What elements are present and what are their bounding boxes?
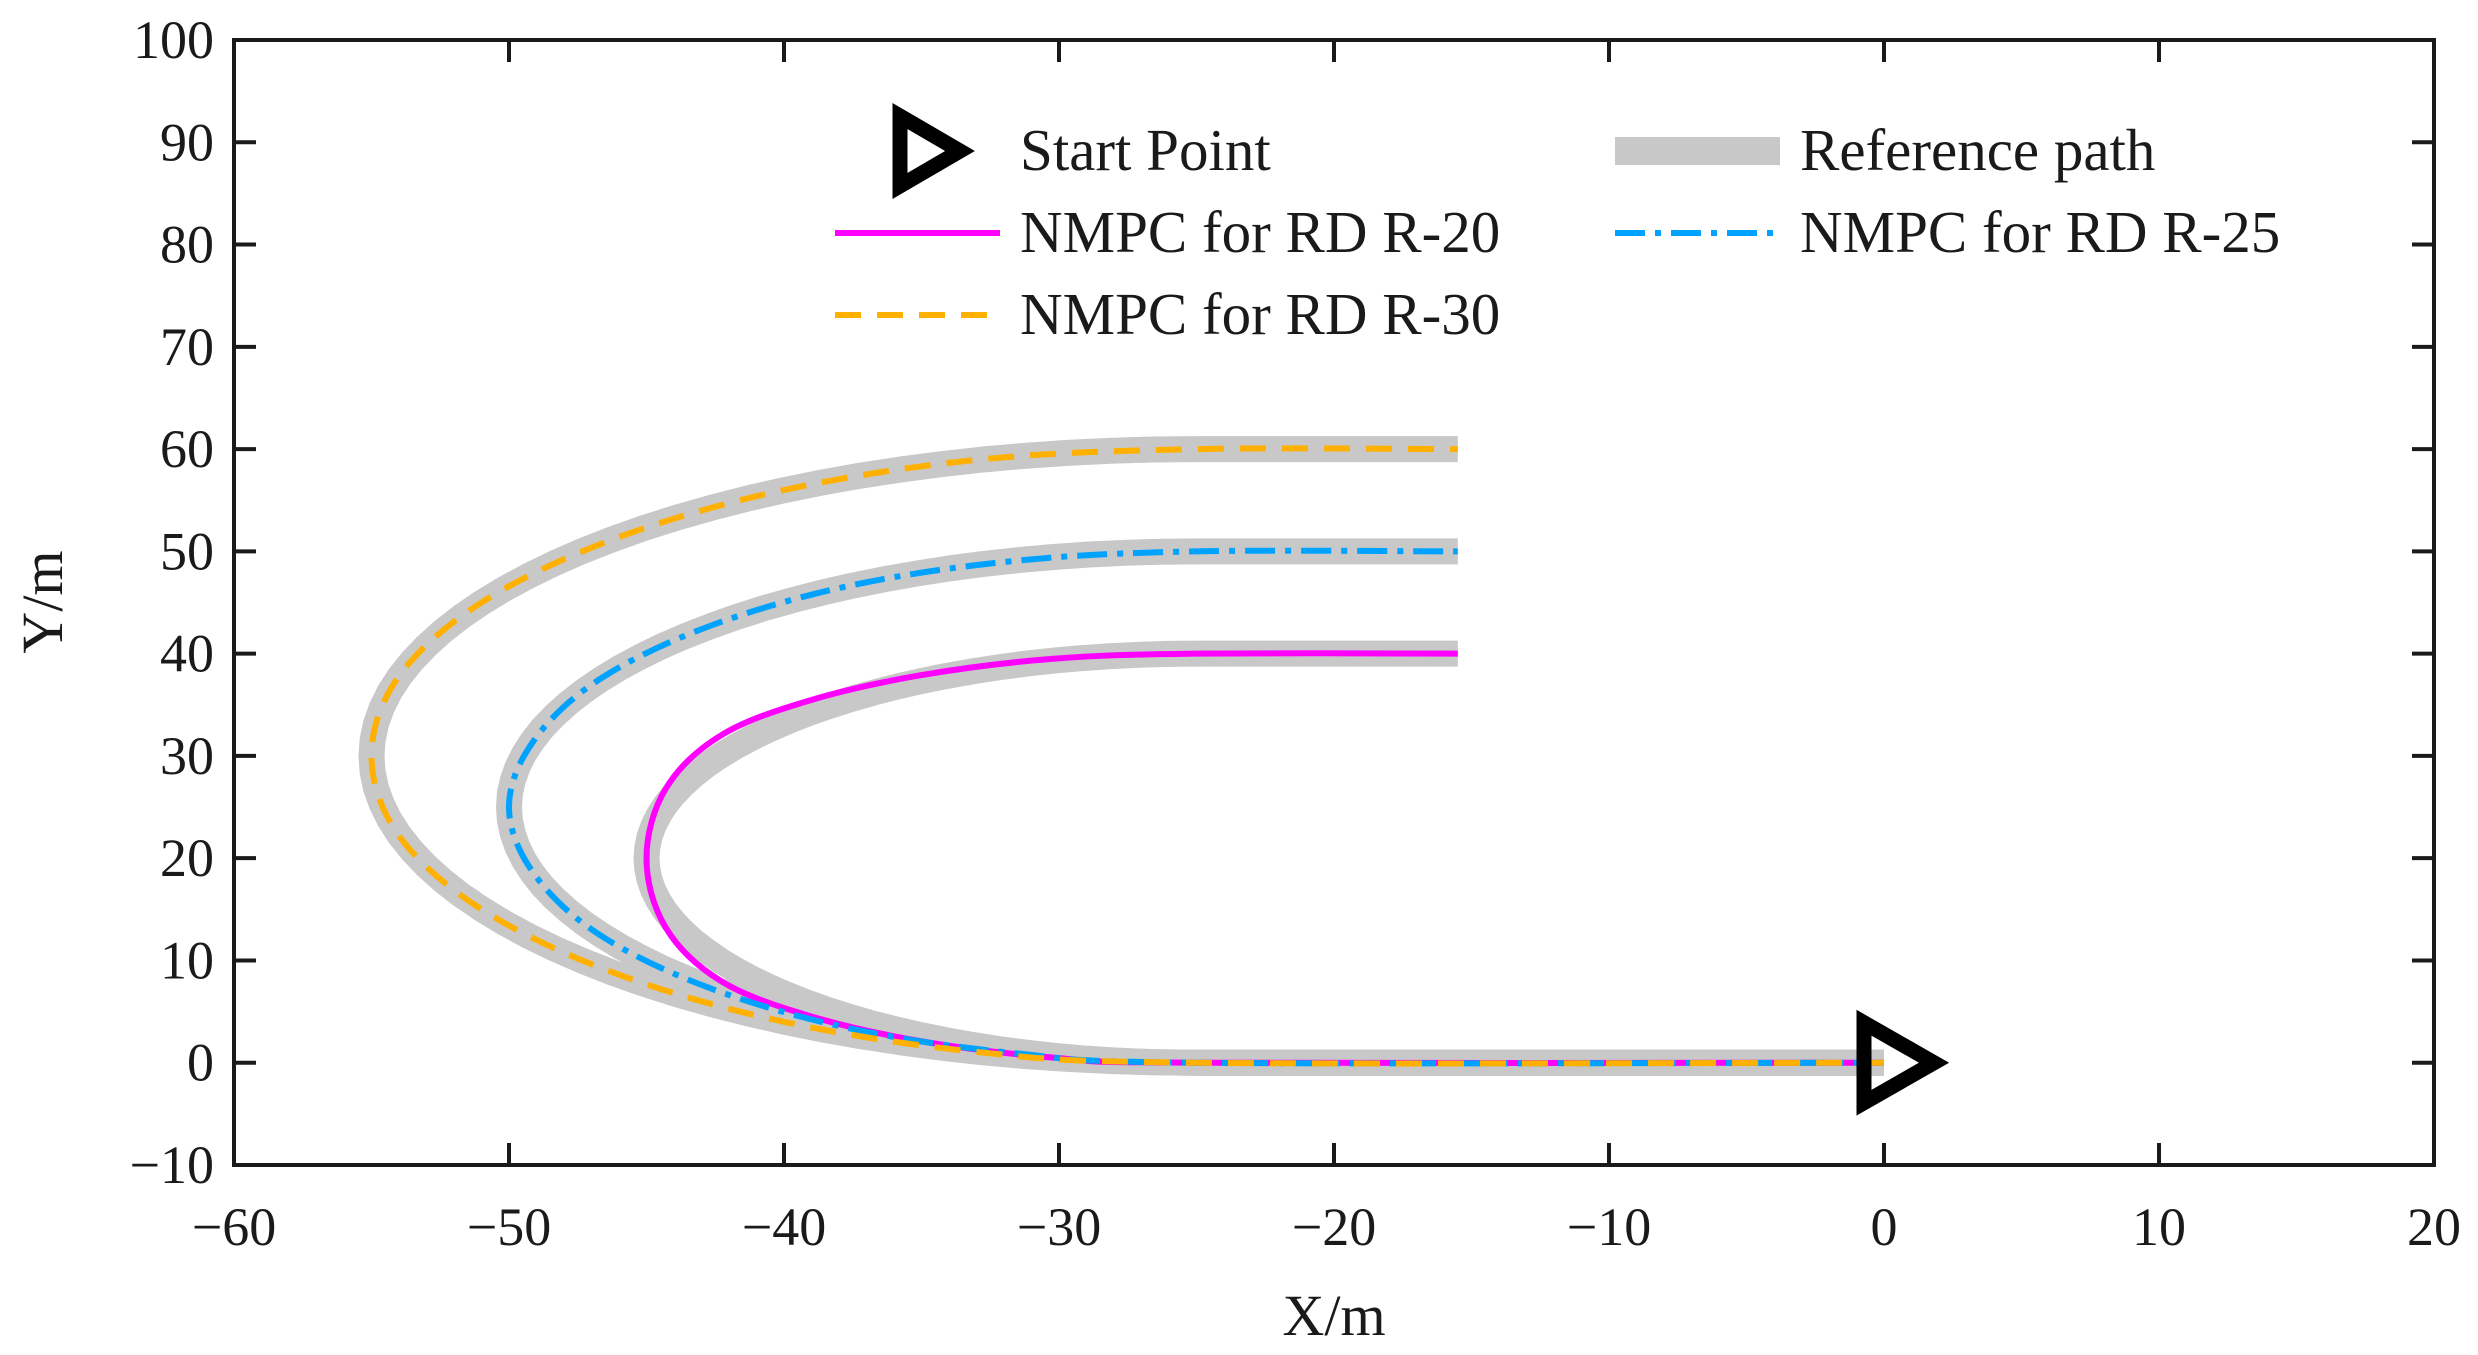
x-tick-label: −40 [742,1197,826,1257]
x-tick-label: −10 [1567,1197,1651,1257]
y-tick-label: 0 [187,1033,214,1093]
y-tick-label: 40 [160,624,214,684]
y-axis-title: Y/m [10,550,75,653]
y-tick-label: 50 [160,521,214,581]
y-tick-label: 90 [160,112,214,172]
x-tick-label: 10 [2132,1197,2186,1257]
y-tick-label: 30 [160,726,214,786]
y-tick-label: 80 [160,215,214,275]
x-tick-label: −60 [192,1197,276,1257]
start-point-marker [1856,1009,1950,1116]
legend-label-reference-path: Reference path [1800,117,2155,183]
series-line-R25 [506,547,1885,1067]
series-line-R30 [368,445,1885,1067]
x-tick-label: −20 [1292,1197,1376,1257]
start-point-layer [1856,1009,1950,1116]
legend-label-r20: NMPC for RD R-20 [1020,199,1500,265]
legend-start-point-icon [892,102,975,200]
tick-labels: −60 −50 −40 −30 −20 −10 0 10 20 −10 0 10 20 30 40 50 60 7… [130,10,2461,1257]
y-tick-label: 60 [160,419,214,479]
legend-label-r30: NMPC for RD R-30 [1020,281,1500,347]
y-tick-label: −10 [130,1135,214,1195]
legend-label-r25: NMPC for RD R-25 [1800,199,2280,265]
y-tick-label: 100 [133,10,214,70]
legend: Start Point Reference path NMPC for RD R… [835,102,2280,347]
x-axis-title: X/m [1282,1283,1385,1348]
x-tick-label: 20 [2407,1197,2461,1257]
y-tick-label: 20 [160,828,214,888]
reference-path-R30 [358,436,1884,1076]
x-tick-label: 0 [1871,1197,1898,1257]
plot-series [358,436,1885,1076]
y-tick-label: 10 [160,930,214,990]
plot-frame [232,38,2436,1167]
legend-label-start-point: Start Point [1020,117,1271,183]
x-tick-label: −50 [467,1197,551,1257]
x-tick-label: −30 [1017,1197,1101,1257]
y-tick-label: 70 [160,317,214,377]
